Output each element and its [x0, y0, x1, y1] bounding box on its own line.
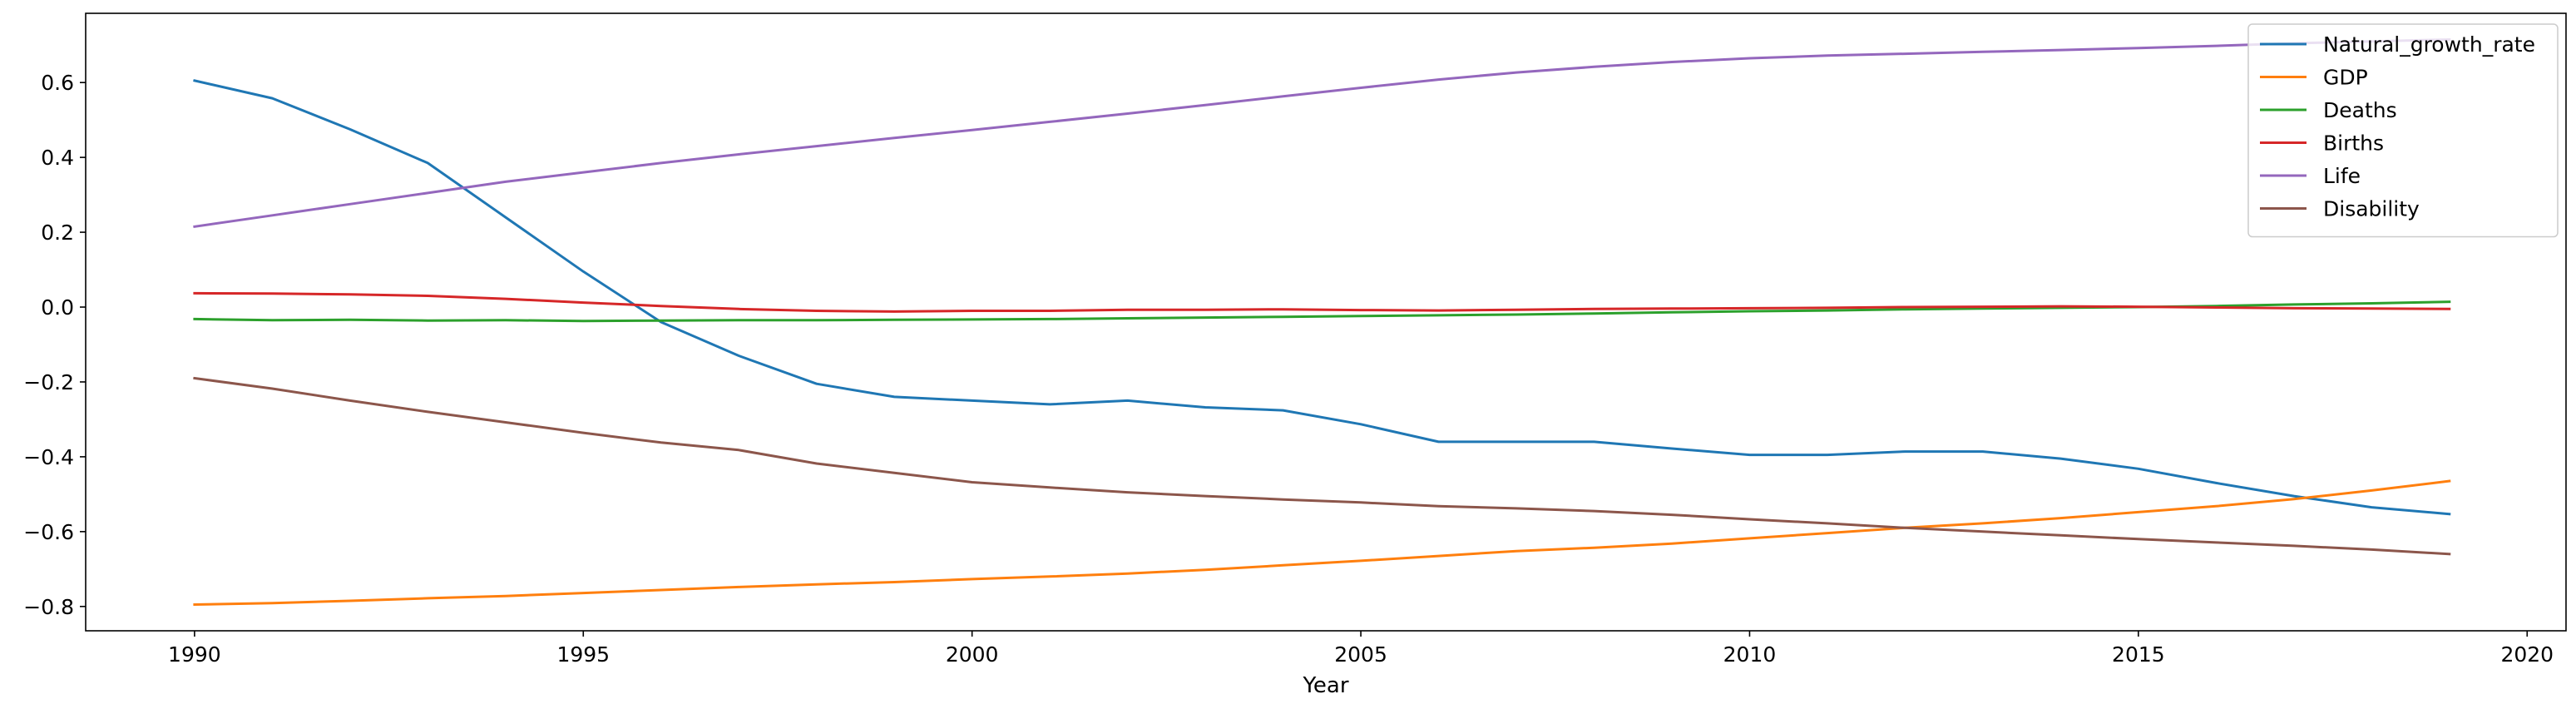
y-tick-label: −0.4 — [23, 445, 74, 469]
legend-label: GDP — [2323, 66, 2368, 90]
series-line-natural-growth-rate — [193, 79, 2451, 516]
x-tick-label: 1990 — [168, 642, 221, 667]
series-line-gdp — [193, 479, 2451, 607]
y-tick-label: −0.2 — [23, 370, 74, 394]
y-tick-label: 0.4 — [41, 146, 74, 170]
x-tick-label: 2005 — [1334, 642, 1387, 667]
y-tick-label: −0.8 — [23, 595, 74, 619]
series-line-births — [193, 291, 2451, 313]
y-tick-label: 0.0 — [41, 295, 74, 320]
x-axis-ticks: 1990 1995 2000 2005 2010 2015 2020 — [168, 631, 2554, 667]
legend-label: Births — [2323, 131, 2384, 156]
legend: Natural_growth_rate GDP Deaths Births Life Di… — [2247, 23, 2559, 238]
x-tick-label: 1995 — [556, 642, 610, 667]
legend-label: Disability — [2323, 197, 2420, 221]
y-tick-label: −0.6 — [23, 520, 74, 544]
legend-label: Deaths — [2323, 98, 2397, 122]
plot-lines — [193, 37, 2451, 607]
y-axis-ticks: −0.8 −0.6 −0.4 −0.2 0.0 0.2 0.4 0.6 — [23, 71, 86, 619]
series-line-life — [193, 37, 2451, 228]
legend-box — [2247, 23, 2559, 238]
x-axis-label: Year — [1302, 673, 1348, 698]
y-tick-label: 0.6 — [41, 71, 74, 95]
x-tick-label: 2020 — [2500, 642, 2554, 667]
series-line-disability — [193, 376, 2451, 556]
plot-frame — [85, 12, 2567, 632]
legend-label: Natural_growth_rate — [2323, 32, 2535, 57]
y-tick-label: 0.2 — [41, 221, 74, 245]
series-line-deaths — [193, 300, 2451, 323]
x-tick-label: 2000 — [946, 642, 999, 667]
x-tick-label: 2015 — [2112, 642, 2165, 667]
x-tick-label: 2010 — [1723, 642, 1777, 667]
legend-label: Life — [2323, 164, 2361, 188]
